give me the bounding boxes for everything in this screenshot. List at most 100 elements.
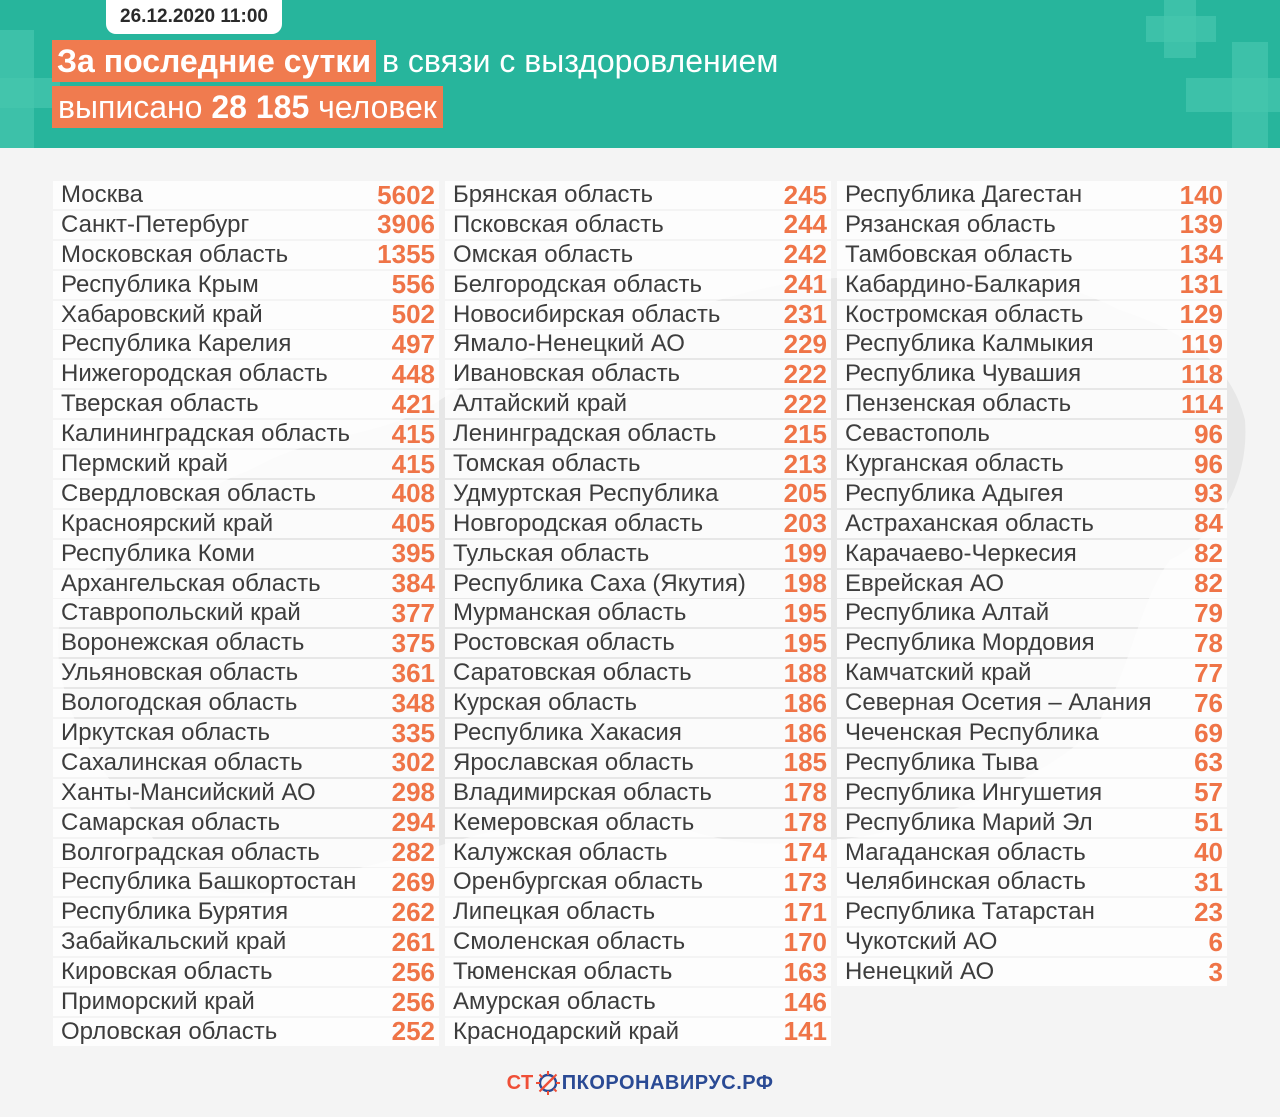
region-row: Пермский край 415 [53, 449, 439, 479]
region-value: 93 [1194, 478, 1223, 509]
region-value: 222 [783, 358, 827, 389]
region-value: 502 [391, 299, 435, 330]
region-row: Севастополь 96 [837, 418, 1227, 449]
region-value: 188 [783, 657, 827, 688]
region-row: Чукотский АО 6 [837, 927, 1227, 957]
region-value: 408 [391, 478, 435, 509]
headline-number: 28 185 [211, 89, 310, 125]
region-row: Саратовская область 188 [445, 657, 831, 688]
region-name: Орловская область [61, 1017, 278, 1045]
region-value: 213 [783, 448, 827, 479]
region-name: Оренбургская область [453, 868, 704, 896]
region-name: Республика Адыгея [845, 479, 1064, 507]
region-value: 40 [1194, 837, 1223, 868]
region-value: 186 [783, 717, 827, 748]
region-column-3: Республика Дагестан 140 Рязанская область 1… [837, 179, 1227, 988]
region-name: Ульяновская область [61, 659, 299, 687]
region-row: Кемеровская область 178 [445, 807, 831, 837]
region-value: 140 [1179, 179, 1223, 210]
region-name: Кабардино-Балкария [845, 270, 1081, 298]
region-value: 163 [783, 956, 827, 987]
region-row: Костромская область 129 [837, 299, 1227, 329]
region-name: Московская область [61, 240, 289, 268]
region-row: Оренбургская область 173 [445, 867, 831, 897]
region-name: Республика Татарстан [845, 898, 1095, 926]
region-name: Волгоградская область [61, 838, 320, 866]
region-row: Калужская область 174 [445, 837, 831, 868]
region-name: Смоленская область [453, 928, 686, 956]
region-row: Чеченская Республика 69 [837, 717, 1227, 748]
region-row: Республика Башкортостан 269 [53, 866, 439, 897]
region-name: Челябинская область [845, 868, 1086, 896]
region-value: 448 [391, 358, 435, 389]
region-row: Курская область 186 [445, 688, 831, 718]
region-name: Омская область [453, 240, 634, 268]
region-value: 556 [391, 269, 435, 300]
region-row: Республика Ингушетия 57 [837, 777, 1227, 807]
region-value: 252 [391, 1016, 435, 1047]
region-row: Белгородская область 241 [445, 269, 831, 299]
headline-highlight: За последние сутки [52, 40, 377, 82]
region-row: Вологодская область 348 [53, 688, 439, 718]
region-name: Тюменская область [453, 958, 673, 986]
region-name: Владимирская область [453, 778, 712, 806]
region-name: Санкт-Петербург [61, 210, 250, 238]
logo-text-part2: ПКОРОНАВИРУС.РФ [561, 1071, 774, 1094]
region-row: Смоленская область 170 [445, 927, 831, 957]
region-row: Республика Марий Эл 51 [837, 807, 1227, 838]
region-row: Самарская область 294 [53, 807, 439, 837]
region-value: 269 [391, 866, 435, 897]
region-row: Ивановская область 222 [445, 358, 831, 389]
region-name: Удмуртская Республика [453, 479, 719, 507]
region-value: 377 [391, 597, 435, 628]
region-name: Свердловская область [61, 479, 316, 507]
region-name: Чеченская Республика [845, 719, 1099, 747]
region-name: Республика Мордовия [845, 629, 1095, 657]
region-name: Республика Хакасия [453, 719, 682, 747]
region-name: Калужская область [453, 838, 668, 866]
region-value: 96 [1194, 418, 1223, 449]
region-row: Республика Карелия 497 [53, 329, 439, 359]
region-name: Республика Саха (Якутия) [453, 569, 746, 597]
region-value: 114 [1181, 388, 1223, 419]
region-value: 174 [783, 837, 827, 868]
region-name: Рязанская область [845, 210, 1056, 238]
region-name: Саратовская область [453, 659, 692, 687]
region-row: Ненецкий АО 3 [837, 957, 1227, 987]
region-name: Республика Башкортостан [61, 868, 357, 896]
region-name: Республика Ингушетия [845, 778, 1103, 806]
region-value: 335 [391, 717, 435, 748]
region-row: Красноярский край 405 [53, 508, 439, 538]
region-name: Ханты-Мансийский АО [61, 778, 316, 806]
region-row: Новгородская область 203 [445, 508, 831, 538]
region-name: Тверская область [61, 390, 259, 418]
region-name: Еврейская АО [845, 569, 1005, 597]
region-row: Республика Дагестан 140 [837, 179, 1227, 210]
region-row: Северная Осетия – Алания 76 [837, 687, 1227, 718]
region-row: Воронежская область 375 [53, 628, 439, 658]
region-row: Магаданская область 40 [837, 837, 1227, 868]
region-value: 51 [1194, 807, 1223, 838]
region-value: 134 [1179, 239, 1223, 270]
virus-icon [535, 1071, 560, 1095]
region-value: 298 [391, 777, 435, 808]
region-value: 76 [1194, 687, 1223, 718]
region-value: 82 [1194, 538, 1223, 569]
region-value: 5602 [377, 179, 435, 210]
region-value: 118 [1181, 358, 1223, 389]
region-value: 395 [391, 538, 435, 569]
region-name: Калининградская область [61, 420, 351, 448]
region-value: 69 [1194, 717, 1223, 748]
region-name: Краснодарский край [453, 1017, 680, 1045]
region-value: 79 [1194, 597, 1223, 628]
region-name: Костромская область [845, 300, 1084, 328]
region-row: Тюменская область 163 [445, 956, 831, 987]
region-row: Тверская область 421 [53, 389, 439, 419]
region-name: Москва [61, 181, 143, 208]
region-column-2: Брянская область 245 Псковская область 244 О… [445, 180, 831, 1048]
region-row: Ханты-Мансийский АО 298 [53, 777, 439, 808]
region-name: Томская область [453, 450, 641, 478]
region-row: Ульяновская область 361 [53, 658, 439, 688]
region-row: Республика Мордовия 78 [837, 628, 1227, 658]
region-row: Тульская область 199 [445, 538, 831, 568]
